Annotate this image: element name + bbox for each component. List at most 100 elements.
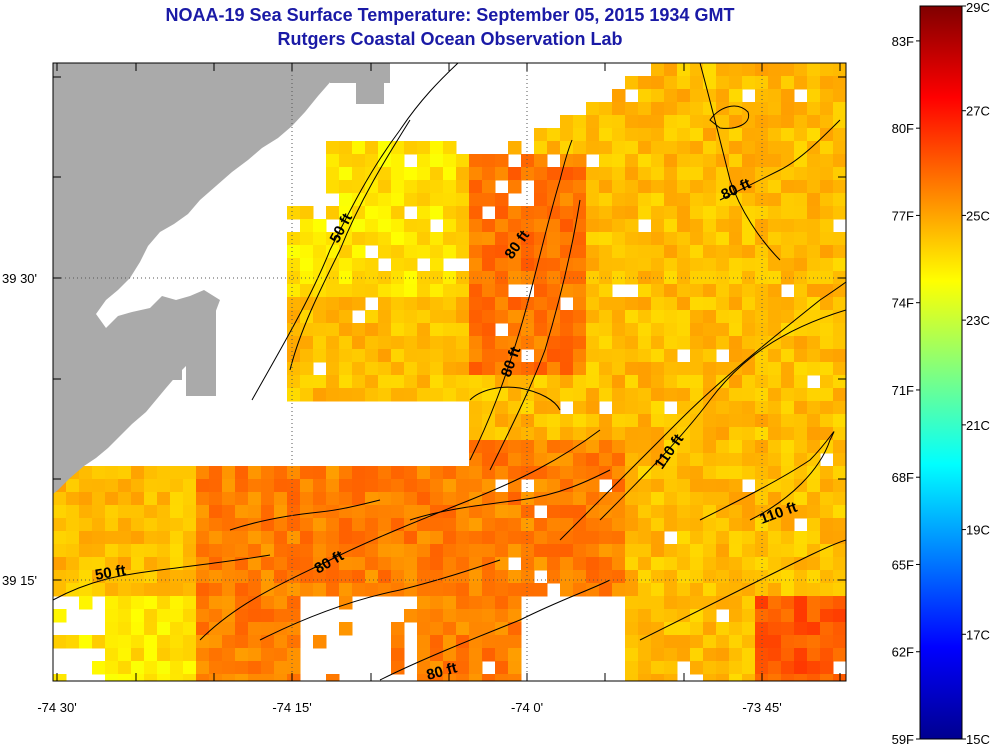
sst-pixel — [456, 492, 470, 506]
sst-pixel — [534, 362, 548, 376]
sst-pixel — [794, 115, 808, 129]
sst-pixel — [755, 544, 769, 558]
sst-pixel — [638, 440, 652, 454]
sst-pixel — [482, 453, 496, 467]
sst-pixel — [222, 505, 236, 519]
sst-pixel — [404, 492, 418, 506]
sst-pixel — [534, 167, 548, 181]
sst-pixel — [378, 505, 392, 519]
sst-pixel — [794, 128, 808, 142]
sst-pixel — [443, 336, 457, 350]
sst-pixel — [664, 505, 678, 519]
sst-pixel — [625, 583, 639, 597]
sst-pixel — [456, 349, 470, 363]
sst-pixel — [794, 63, 808, 77]
sst-pixel — [547, 531, 561, 545]
sst-pixel — [105, 648, 119, 662]
sst-pixel — [781, 557, 795, 571]
sst-pixel — [105, 492, 119, 506]
sst-pixel — [508, 661, 522, 675]
sst-pixel — [664, 570, 678, 584]
sst-pixel — [482, 466, 496, 480]
sst-pixel — [313, 232, 327, 246]
sst-pixel — [430, 388, 444, 402]
sst-pixel — [794, 193, 808, 207]
sst-pixel — [261, 518, 275, 532]
sst-pixel — [690, 206, 704, 220]
sst-pixel — [482, 583, 496, 597]
sst-pixel — [404, 479, 418, 493]
sst-pixel — [53, 544, 67, 558]
sst-pixel — [599, 141, 613, 155]
sst-pixel — [729, 232, 743, 246]
sst-pixel — [495, 609, 509, 623]
sst-pixel — [378, 466, 392, 480]
sst-pixel — [144, 635, 158, 649]
sst-pixel — [222, 635, 236, 649]
sst-pixel — [495, 414, 509, 428]
sst-pixel — [794, 531, 808, 545]
sst-pixel — [742, 206, 756, 220]
sst-pixel — [573, 323, 587, 337]
sst-pixel — [157, 479, 171, 493]
sst-pixel — [339, 583, 353, 597]
sst-pixel — [456, 583, 470, 597]
sst-pixel — [690, 661, 704, 675]
sst-pixel — [794, 271, 808, 285]
sst-pixel — [677, 232, 691, 246]
sst-pixel — [391, 180, 405, 194]
sst-pixel — [586, 310, 600, 324]
sst-pixel — [248, 674, 262, 681]
sst-pixel — [651, 349, 665, 363]
sst-pixel — [586, 505, 600, 519]
sst-pixel — [287, 479, 301, 493]
sst-pixel — [365, 167, 379, 181]
sst-pixel — [573, 362, 587, 376]
sst-pixel — [170, 531, 184, 545]
sst-pixel — [521, 531, 535, 545]
sst-pixel — [534, 284, 548, 298]
sst-pixel — [690, 219, 704, 233]
sst-pixel — [703, 310, 717, 324]
sst-pixel — [794, 466, 808, 480]
sst-pixel — [742, 284, 756, 298]
sst-pixel — [768, 557, 782, 571]
sst-pixel — [469, 505, 483, 519]
sst-pixel — [560, 427, 574, 441]
sst-pixel — [547, 219, 561, 233]
sst-pixel — [690, 414, 704, 428]
sst-pixel — [534, 219, 548, 233]
sst-pixel — [118, 557, 132, 571]
sst-pixel — [300, 271, 314, 285]
sst-pixel — [456, 596, 470, 610]
sst-pixel — [560, 245, 574, 259]
sst-pixel — [469, 609, 483, 623]
sst-pixel — [391, 388, 405, 402]
sst-pixel — [664, 219, 678, 233]
sst-pixel — [781, 544, 795, 558]
sst-pixel — [638, 453, 652, 467]
sst-pixel — [443, 362, 457, 376]
sst-pixel — [430, 232, 444, 246]
sst-pixel — [417, 284, 431, 298]
sst-pixel — [469, 310, 483, 324]
sst-pixel — [560, 544, 574, 558]
sst-pixel — [521, 310, 535, 324]
sst-pixel — [703, 128, 717, 142]
sst-pixel — [742, 310, 756, 324]
sst-pixel — [703, 440, 717, 454]
sst-pixel — [92, 635, 106, 649]
sst-pixel — [599, 362, 613, 376]
sst-pixel — [599, 505, 613, 519]
sst-pixel — [209, 674, 223, 681]
sst-pixel — [365, 310, 379, 324]
sst-pixel — [79, 466, 93, 480]
sst-pixel — [261, 648, 275, 662]
sst-pixel — [391, 336, 405, 350]
sst-pixel — [443, 180, 457, 194]
land-patch — [186, 300, 216, 396]
sst-pixel — [339, 492, 353, 506]
sst-pixel — [508, 310, 522, 324]
sst-pixel — [781, 362, 795, 376]
sst-pixel — [820, 492, 834, 506]
